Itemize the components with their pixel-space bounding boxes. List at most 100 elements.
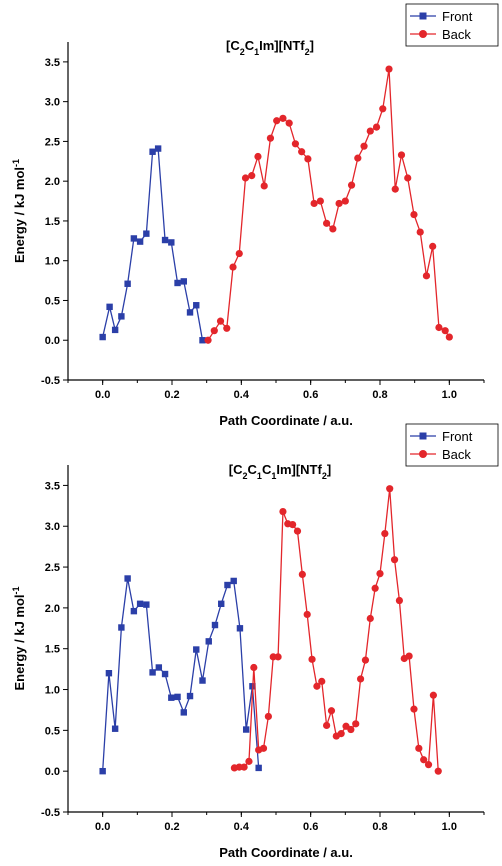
data-point bbox=[230, 577, 237, 585]
y-tick-label: 3.5 bbox=[45, 480, 60, 492]
y-tick-label: 1.0 bbox=[45, 685, 60, 697]
data-point bbox=[186, 309, 194, 316]
data-point bbox=[341, 197, 349, 205]
data-point bbox=[420, 756, 428, 764]
legend-marker bbox=[419, 432, 427, 440]
data-point bbox=[130, 235, 138, 242]
chart-title: [C2C1C1Im][NTf2] bbox=[229, 462, 331, 481]
data-point bbox=[285, 119, 293, 127]
data-point bbox=[347, 725, 355, 734]
legend-label: Back bbox=[442, 447, 471, 462]
data-point bbox=[199, 337, 206, 344]
series-line-front bbox=[102, 578, 260, 772]
data-point bbox=[264, 712, 272, 721]
y-tick-label: 3.5 bbox=[45, 57, 60, 69]
y-tick-label: 3.0 bbox=[45, 521, 60, 533]
data-point bbox=[360, 142, 368, 150]
legend-marker bbox=[419, 450, 427, 458]
data-point bbox=[327, 707, 336, 715]
data-point bbox=[354, 154, 362, 162]
y-tick-label: 0.5 bbox=[45, 295, 60, 307]
data-point bbox=[118, 313, 125, 320]
data-point bbox=[279, 114, 287, 122]
x-axis-title: Path Coordinate / a.u. bbox=[219, 413, 353, 428]
data-point bbox=[199, 677, 206, 684]
data-point bbox=[105, 670, 113, 677]
y-tick-label: 2.0 bbox=[45, 176, 60, 188]
data-point bbox=[445, 333, 453, 341]
y-tick-label: -0.5 bbox=[41, 807, 60, 819]
legend-label: Front bbox=[442, 429, 473, 444]
data-point bbox=[149, 148, 156, 155]
data-point bbox=[279, 507, 287, 516]
data-point bbox=[161, 670, 169, 678]
data-point bbox=[130, 607, 138, 615]
data-point bbox=[216, 317, 225, 325]
data-point bbox=[99, 333, 106, 341]
data-point bbox=[435, 323, 443, 332]
data-point bbox=[404, 174, 412, 182]
data-point bbox=[386, 485, 394, 493]
data-point bbox=[174, 279, 181, 287]
y-tick-label: 0.0 bbox=[45, 335, 60, 347]
data-point bbox=[211, 621, 219, 629]
data-point bbox=[240, 763, 248, 771]
data-point bbox=[174, 693, 181, 701]
data-point bbox=[168, 239, 175, 246]
y-tick-label: 1.5 bbox=[45, 216, 60, 228]
data-point bbox=[323, 219, 331, 227]
x-tick-label: 0.8 bbox=[372, 821, 387, 833]
data-point bbox=[313, 682, 321, 690]
data-point bbox=[168, 694, 175, 701]
chart-title: [C2C1Im][NTf2] bbox=[226, 38, 314, 57]
x-tick-label: 0.0 bbox=[95, 821, 110, 833]
legend-marker bbox=[419, 30, 427, 38]
data-point bbox=[254, 152, 262, 161]
chart-panel-2: 0.0 0.2 0.4 0.6 0.8 1.0 -0.5 0.0 0.5 1.0 1.5 2.0 2.5… bbox=[11, 423, 499, 860]
data-point bbox=[416, 228, 424, 236]
data-point bbox=[434, 767, 442, 775]
y-tick-label: 2.5 bbox=[45, 136, 60, 148]
data-point bbox=[376, 569, 384, 578]
data-point bbox=[371, 584, 379, 592]
data-point bbox=[205, 638, 212, 645]
x-tick-label: 0.0 bbox=[95, 389, 110, 401]
data-point bbox=[379, 105, 387, 113]
data-point bbox=[347, 181, 356, 189]
x-tick-label: 0.4 bbox=[234, 389, 250, 401]
data-point bbox=[248, 172, 256, 180]
data-point bbox=[405, 652, 413, 660]
y-tick-label: 1.0 bbox=[45, 256, 60, 268]
data-point bbox=[266, 134, 275, 142]
data-point bbox=[180, 709, 187, 716]
data-point bbox=[304, 155, 312, 163]
data-point bbox=[245, 757, 253, 765]
data-point bbox=[136, 600, 144, 607]
data-point bbox=[303, 610, 311, 619]
data-point bbox=[273, 117, 281, 125]
legend-label: Back bbox=[442, 27, 471, 42]
legend-box bbox=[405, 3, 499, 47]
x-tick-label: 0.8 bbox=[372, 389, 387, 401]
data-point bbox=[318, 677, 326, 685]
data-point bbox=[111, 725, 119, 732]
x-tick-label: 0.2 bbox=[164, 389, 179, 401]
data-point bbox=[259, 744, 268, 752]
data-point bbox=[293, 527, 302, 535]
data-point bbox=[329, 225, 337, 233]
data-point bbox=[241, 174, 250, 182]
data-point bbox=[298, 570, 306, 579]
y-tick-label: 3.0 bbox=[45, 97, 60, 109]
x-tick-label: 1.0 bbox=[442, 821, 457, 833]
data-point bbox=[410, 705, 418, 713]
data-point bbox=[274, 653, 282, 661]
series-back bbox=[204, 65, 453, 344]
data-point bbox=[366, 614, 374, 623]
data-point bbox=[111, 326, 119, 334]
y-tick-label: 1.5 bbox=[45, 644, 60, 656]
data-point bbox=[155, 664, 163, 671]
data-point bbox=[236, 625, 244, 632]
data-point bbox=[149, 669, 156, 676]
y-tick-label: 0.5 bbox=[45, 725, 60, 737]
data-point bbox=[424, 761, 433, 769]
